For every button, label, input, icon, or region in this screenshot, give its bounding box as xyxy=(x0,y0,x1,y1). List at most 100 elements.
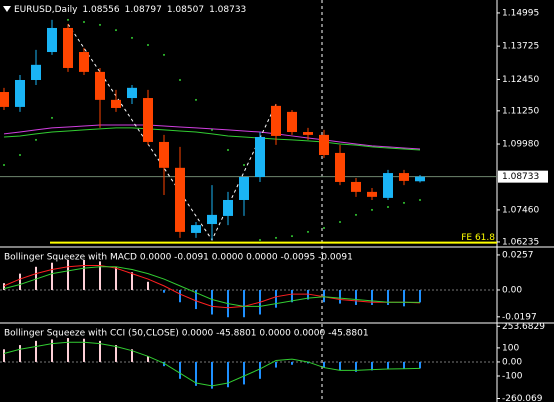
moving-average xyxy=(3,127,421,151)
histogram-bar xyxy=(275,289,277,308)
histogram-bar xyxy=(323,289,325,303)
indicator-line xyxy=(3,266,421,307)
sar-dot xyxy=(99,23,101,26)
candle-body xyxy=(271,105,281,136)
histogram-bar xyxy=(51,262,53,290)
histogram-bar xyxy=(243,361,245,385)
histogram-bar xyxy=(195,289,197,310)
histogram-bar xyxy=(419,289,421,303)
sar-dot xyxy=(163,53,165,56)
candle-body xyxy=(223,199,233,216)
sar-dot xyxy=(35,138,37,141)
candle-body xyxy=(383,173,393,198)
histogram-bar xyxy=(275,361,277,368)
histogram-bar xyxy=(403,361,405,369)
sar-dot xyxy=(339,220,341,223)
sar-dot xyxy=(387,206,389,209)
histogram-bar xyxy=(323,361,325,368)
histogram-bar xyxy=(83,338,85,362)
histogram-bar xyxy=(307,361,309,364)
histogram-bar xyxy=(35,266,37,290)
histogram-bar xyxy=(99,261,101,290)
histogram-bar xyxy=(115,345,117,362)
candle-body xyxy=(63,27,73,68)
histogram-bar xyxy=(131,349,133,362)
y-tick-label: 1.14995 xyxy=(502,8,539,18)
candle-body xyxy=(319,134,329,156)
title-icon xyxy=(3,6,11,12)
histogram-bar xyxy=(227,361,229,388)
histogram-bar xyxy=(19,345,21,362)
histogram-bar xyxy=(291,361,293,365)
candle-body xyxy=(255,136,265,177)
y-tick-label: 0.00 xyxy=(502,357,522,367)
y-tick-label: 100 xyxy=(502,343,519,353)
histogram-bar xyxy=(163,361,165,367)
candle-body xyxy=(207,214,217,225)
y-tick-label: 1.11250 xyxy=(502,106,539,116)
histogram-bar xyxy=(387,289,389,305)
panel-title: Bollinger Squeeze with MACD 0.0000 -0.00… xyxy=(4,253,353,263)
histogram-bar xyxy=(179,289,181,303)
sar-dot xyxy=(323,226,325,229)
histogram-bar xyxy=(387,361,389,369)
title-low: 1.08507 xyxy=(167,5,204,15)
candle-body xyxy=(239,176,249,200)
histogram-bar xyxy=(67,338,69,362)
candle-body xyxy=(95,71,105,100)
histogram-bar xyxy=(195,361,197,386)
level-label: FE 61.8 xyxy=(461,233,495,243)
histogram-bar xyxy=(371,361,373,371)
indicator-line xyxy=(3,341,421,387)
y-tick-label: 1.09980 xyxy=(502,140,539,150)
histogram-bar xyxy=(147,356,149,362)
sar-dot xyxy=(275,236,277,239)
y-tick-label: 253.6829 xyxy=(502,322,545,332)
histogram-bar xyxy=(403,289,405,307)
histogram-bar xyxy=(131,272,133,290)
sar-dot xyxy=(291,235,293,238)
chart-title: EURUSD,Daily 1.08556 1.08797 1.08507 1.08733 xyxy=(14,5,246,15)
candle-body xyxy=(367,191,377,197)
y-tick-label: 1.07460 xyxy=(502,205,539,215)
candle-body xyxy=(287,111,297,133)
sar-dot xyxy=(403,201,405,204)
sar-dot xyxy=(195,98,197,101)
histogram-bar xyxy=(355,361,357,372)
histogram-bar xyxy=(371,289,373,305)
histogram-bar xyxy=(83,259,85,290)
sar-dot xyxy=(3,163,5,166)
histogram-bar xyxy=(51,339,53,362)
candle-body xyxy=(31,64,41,80)
y-tick-label: -100 xyxy=(502,372,523,382)
sar-dot xyxy=(83,20,85,23)
histogram-bar xyxy=(3,349,5,362)
candle-body xyxy=(143,98,153,142)
histogram-bar xyxy=(147,281,149,290)
histogram-bar xyxy=(419,361,421,369)
candle-body xyxy=(159,141,169,168)
candle-body xyxy=(79,52,89,72)
histogram-bar xyxy=(115,266,117,290)
histogram-bar xyxy=(211,361,213,389)
histogram-bar xyxy=(19,273,21,290)
moving-average xyxy=(3,124,421,150)
candle-body xyxy=(303,132,313,135)
histogram-bar xyxy=(99,340,101,362)
histogram-bar xyxy=(307,289,309,300)
histogram-bar xyxy=(3,283,5,290)
price-label: 1.08733 xyxy=(502,172,539,182)
sar-dot xyxy=(67,18,69,21)
title-close: 1.08733 xyxy=(209,5,246,15)
sar-dot xyxy=(371,208,373,211)
sar-dot xyxy=(115,29,117,32)
y-tick-label: 1.06235 xyxy=(502,237,539,247)
histogram-bar xyxy=(35,340,37,362)
histogram-bar xyxy=(67,259,69,290)
y-tick-label: 1.12450 xyxy=(502,75,539,85)
sar-dot xyxy=(211,128,213,131)
panel-title: Bollinger Squeeze with CCI (50,CLOSE) 0.… xyxy=(4,329,369,339)
histogram-bar xyxy=(339,361,341,371)
symbol: EURUSD,Daily xyxy=(14,5,78,15)
sar-dot xyxy=(51,116,53,119)
